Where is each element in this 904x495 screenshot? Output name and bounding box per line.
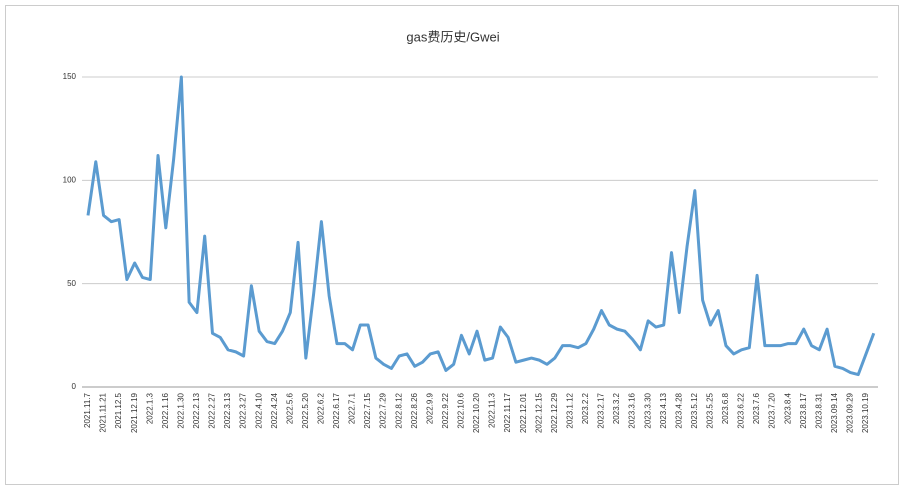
x-tick-label: 2022.6.2 bbox=[317, 392, 326, 424]
x-tick-label: 2023.5.12 bbox=[690, 392, 699, 428]
x-tick-label: 2023.10.19 bbox=[861, 392, 870, 433]
x-tick-label: 2022.7.1 bbox=[348, 392, 357, 424]
x-tick-label: 2022.5.6 bbox=[285, 392, 294, 424]
x-tick-label: 2022.8.26 bbox=[410, 392, 419, 428]
x-tick-label: 2022.10.20 bbox=[472, 392, 481, 433]
x-tick-label: 2021.11.7 bbox=[83, 392, 92, 428]
x-tick-label: 2022.3.27 bbox=[239, 392, 248, 428]
x-tick-label: 2022.1.16 bbox=[161, 392, 170, 428]
x-tick-label: 2022.5.20 bbox=[301, 392, 310, 428]
x-tick-label: 2021.11.21 bbox=[99, 392, 108, 432]
x-tick-label: 2023.09.14 bbox=[830, 392, 839, 433]
x-tick-label: 2023.3.16 bbox=[628, 392, 637, 428]
x-tick-label: 2022.1.30 bbox=[176, 392, 185, 428]
x-tick-label: 2022.7.15 bbox=[363, 392, 372, 428]
x-tick-label: 2022.9.22 bbox=[441, 392, 450, 428]
x-tick-label: 2023.8.31 bbox=[814, 392, 823, 428]
x-tick-label: 2022.1.3 bbox=[145, 392, 154, 424]
x-tick-label: 2023.2.2 bbox=[581, 392, 590, 424]
x-tick-label: 2021.12.19 bbox=[130, 392, 139, 433]
y-tick-label: 150 bbox=[63, 72, 77, 81]
x-tick-label: 2023.8.17 bbox=[799, 392, 808, 428]
x-tick-label: 2022.8.12 bbox=[394, 392, 403, 428]
x-tick-label: 2023.3.30 bbox=[643, 392, 652, 428]
y-tick-label: 50 bbox=[67, 279, 76, 288]
x-tick-label: 2023.4.13 bbox=[659, 392, 668, 428]
x-tick-label: 2022.6.17 bbox=[332, 392, 341, 428]
y-tick-label: 0 bbox=[72, 382, 77, 391]
x-tick-label: 2022.4.10 bbox=[254, 392, 263, 428]
x-tick-label: 2022.12.29 bbox=[550, 392, 559, 433]
frame bbox=[5, 5, 899, 485]
line-series bbox=[86, 75, 876, 377]
x-tick-label: 2023.4.28 bbox=[674, 392, 683, 428]
x-tick-label: 2023.2.17 bbox=[597, 392, 606, 428]
x-tick-label: 2022.4.24 bbox=[270, 392, 279, 428]
chart-title: gas费历史/Gwei bbox=[406, 29, 499, 44]
x-tick-label: 2022.3.13 bbox=[223, 392, 232, 428]
x-tick-label: 2022.2.27 bbox=[208, 392, 217, 428]
x-tick-label: 2023.1.12 bbox=[565, 392, 574, 428]
x-tick-label: 2023.3.2 bbox=[612, 392, 621, 424]
x-tick-label: 2023.5.25 bbox=[706, 392, 715, 428]
x-tick-label: 2022.10.6 bbox=[457, 392, 466, 428]
x-tick-label: 2022.2.13 bbox=[192, 392, 201, 428]
x-tick-label: 2022.7.29 bbox=[379, 392, 388, 428]
x-tick-label: 2023.7.6 bbox=[752, 392, 761, 424]
x-tick-label: 2022.9.9 bbox=[425, 392, 434, 424]
x-tick-label: 2022.11.17 bbox=[503, 392, 512, 432]
y-tick-label: 100 bbox=[63, 175, 77, 184]
x-tick-label: 2023.09.29 bbox=[846, 392, 855, 433]
x-tick-label: 2022.11.3 bbox=[488, 392, 497, 428]
x-tick-label: 2022.12.15 bbox=[534, 392, 543, 433]
x-tick-label: 2022.12.01 bbox=[519, 392, 528, 433]
x-tick-label: 2021.12.5 bbox=[114, 392, 123, 428]
x-tick-label: 2023.6.22 bbox=[737, 392, 746, 428]
x-tick-label: 2023.6.8 bbox=[721, 392, 730, 424]
x-tick-label: 2023.7.20 bbox=[768, 392, 777, 428]
x-tick-label: 2023.8.4 bbox=[783, 392, 792, 424]
